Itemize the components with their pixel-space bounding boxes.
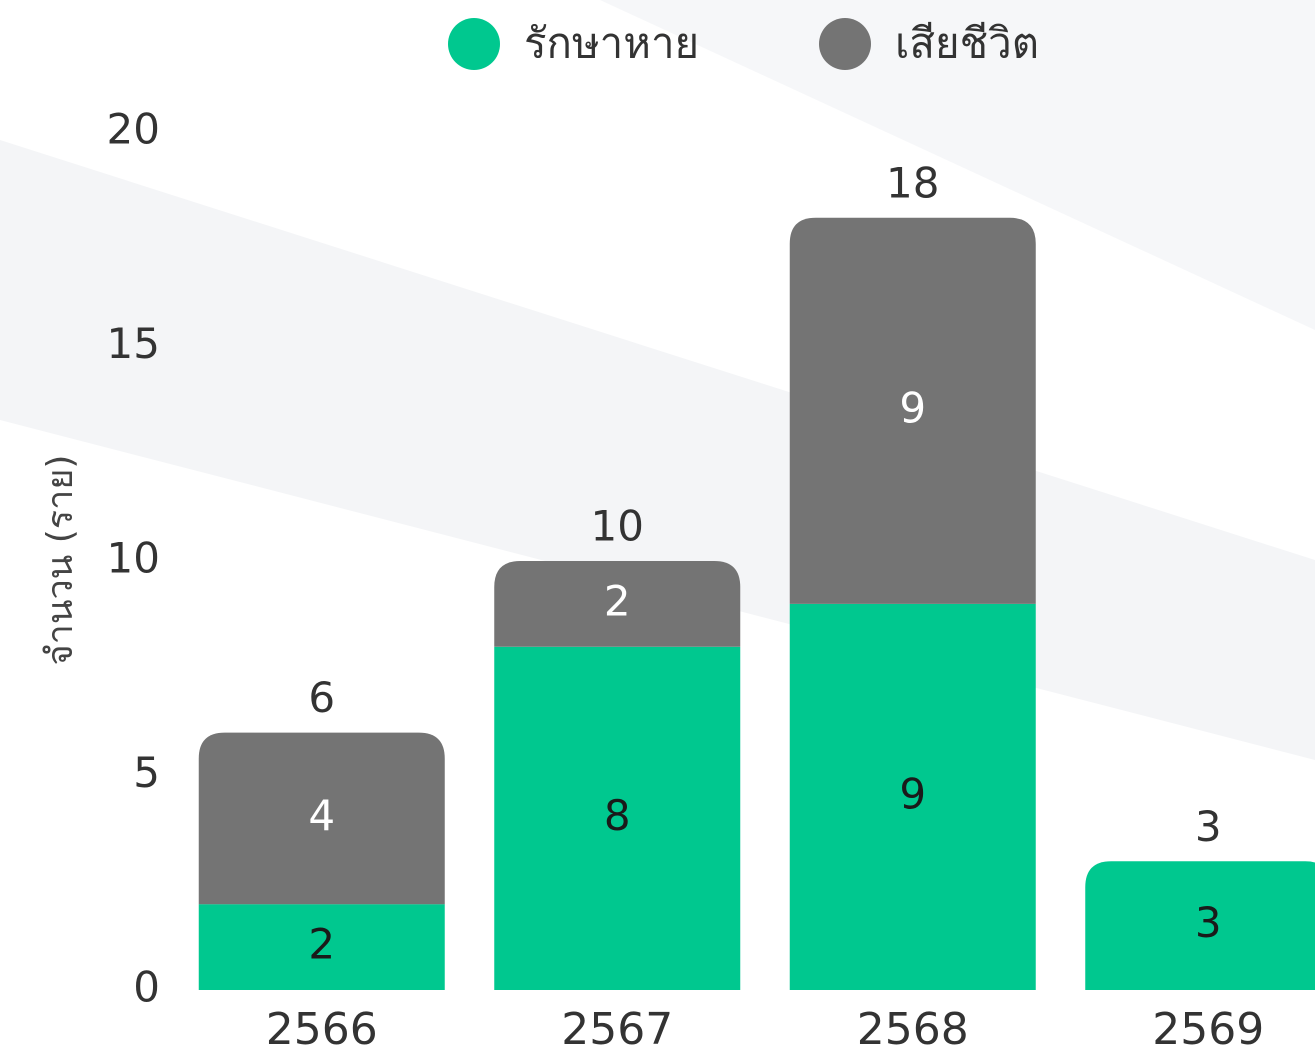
bar-segment: [198, 732, 445, 905]
bar-segment: [1085, 861, 1315, 990]
segment-label: 3: [1195, 898, 1222, 947]
total-label: 18: [886, 158, 939, 207]
x-tick-label: 2569: [1152, 1004, 1264, 1055]
segment-label: 2: [308, 920, 335, 969]
legend-label: รักษาหาย: [524, 19, 699, 68]
bar-segment: [789, 603, 1036, 990]
y-tick-label: 5: [133, 748, 160, 797]
y-axis-label: จำนวน (ราย): [40, 455, 81, 666]
segment-label: 2: [604, 576, 631, 625]
bar-segment: [494, 646, 741, 990]
bar-segment: [198, 904, 445, 990]
legend-label: เสียชีวิต: [895, 19, 1039, 68]
x-tick-label: 2567: [561, 1004, 673, 1055]
x-tick-label: 2568: [857, 1004, 969, 1055]
total-label: 6: [308, 673, 335, 722]
segment-label: 4: [308, 791, 335, 840]
y-tick-label: 0: [133, 963, 160, 1012]
legend-swatch: [819, 18, 871, 70]
y-tick-label: 15: [107, 319, 160, 368]
y-tick-label: 10: [107, 534, 160, 583]
segment-label: 9: [899, 769, 926, 818]
segment-label: 8: [604, 791, 631, 840]
bar-segment: [494, 561, 741, 647]
bar-segment: [789, 217, 1036, 604]
legend-swatch: [448, 18, 500, 70]
total-label: 3: [1195, 802, 1222, 851]
y-tick-label: 20: [107, 105, 160, 154]
background-shade: [600, 0, 1315, 330]
segment-label: 9: [899, 383, 926, 432]
total-label: 10: [591, 502, 644, 551]
x-tick-label: 2566: [266, 1004, 378, 1055]
